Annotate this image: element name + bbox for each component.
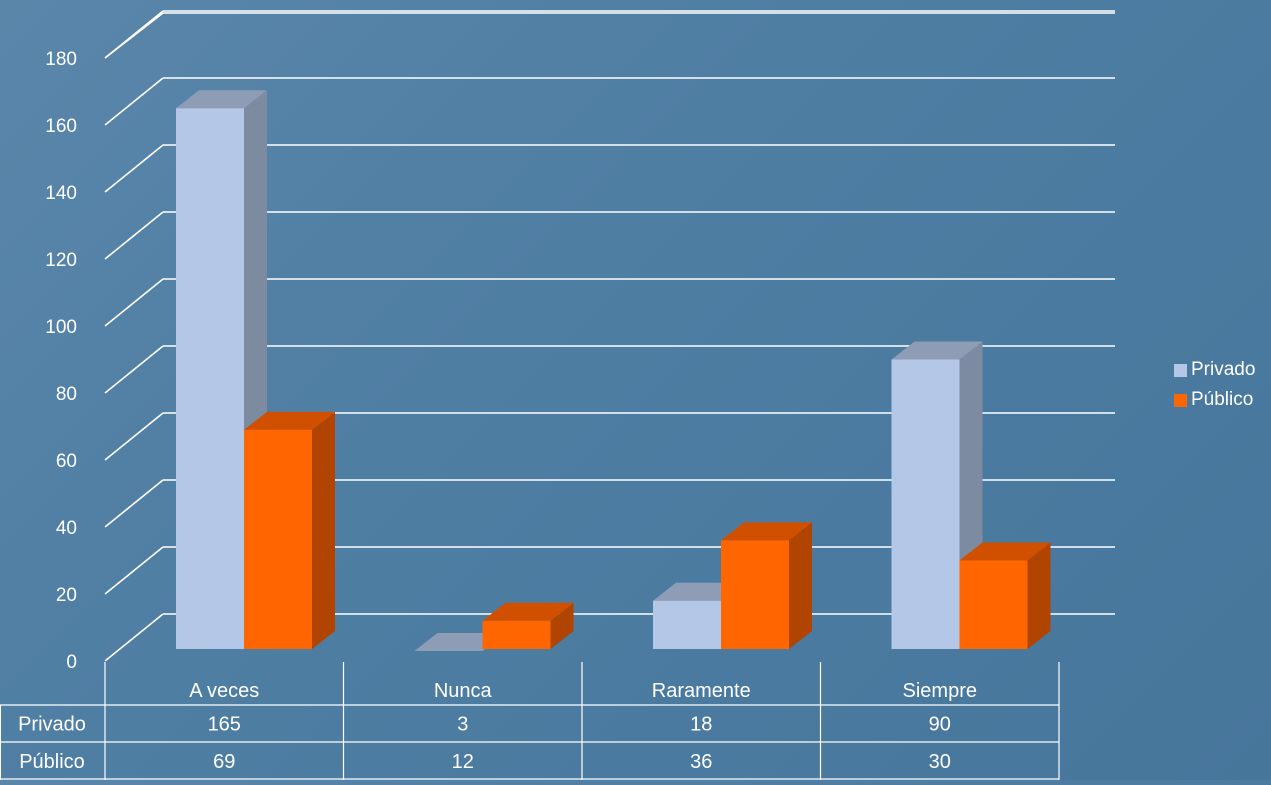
bar-privado-a-veces-top — [176, 90, 267, 109]
bar-publico-siempre-side — [1027, 542, 1051, 649]
table-cell-publico-siempre: 30 — [929, 751, 951, 773]
y-tick-label-60: 60 — [56, 451, 77, 472]
gridline-depth-60 — [104, 412, 164, 461]
bar-privado-raramente — [653, 600, 721, 649]
x-tick-label-nunca: Nunca — [434, 680, 493, 702]
x-tick-label-raramente: Raramente — [652, 680, 751, 702]
y-tick-label-100: 100 — [45, 317, 77, 338]
gridline-depth-80 — [104, 345, 164, 394]
bar-publico-siempre — [959, 560, 1028, 649]
bar-publico-a-veces-side — [312, 411, 335, 649]
gridline-depth-140 — [104, 144, 164, 193]
y-tick-label-40: 40 — [56, 518, 77, 539]
bar-privado-siempre-top — [891, 341, 983, 360]
legend-swatch-privado — [1174, 363, 1187, 377]
gridline-depth-top — [104, 12, 164, 59]
table-cell-privado-nunca: 3 — [457, 714, 468, 736]
bar-publico-nunca-top — [482, 602, 574, 621]
bar-publico-a-veces-top — [244, 411, 335, 430]
bar-publico-raramente-top — [721, 522, 812, 541]
bar-privado-siempre — [891, 359, 960, 649]
y-tick-label-0: 0 — [66, 652, 77, 673]
y-tick-label-20: 20 — [56, 585, 77, 606]
x-tick-label-siempre: Siempre — [903, 680, 977, 702]
bar-publico-raramente — [721, 540, 789, 649]
y-tick-label-180: 180 — [45, 49, 77, 70]
gridline-depth-0 — [104, 613, 164, 662]
table-cell-publico-nunca: 12 — [452, 751, 474, 773]
table-cell-privado-a-veces: 165 — [208, 714, 241, 736]
bar-publico-siempre-top — [959, 542, 1051, 561]
gridline-depth-40 — [104, 479, 164, 528]
gridline-depth-120 — [104, 211, 164, 260]
legend-label-publico: Público — [1191, 389, 1254, 410]
y-tick-label-140: 140 — [45, 183, 77, 204]
table-row-label-publico: Público — [19, 751, 85, 773]
y-tick-label-80: 80 — [56, 384, 77, 405]
bar-publico-nunca — [482, 620, 551, 649]
y-tick-label-160: 160 — [45, 116, 77, 137]
legend: Privado Público — [1174, 355, 1255, 415]
legend-swatch-publico — [1174, 393, 1187, 407]
table-cell-publico-raramente: 36 — [690, 751, 712, 773]
bar-publico-raramente-side — [789, 522, 812, 649]
legend-item-privado: Privado — [1174, 355, 1255, 385]
y-tick-label-120: 120 — [45, 250, 77, 271]
bar-publico-nunca-side — [550, 602, 574, 649]
gridline-depth-20 — [104, 546, 164, 595]
legend-item-publico: Público — [1174, 385, 1255, 415]
gridline-depth-160 — [104, 77, 164, 126]
table-cell-privado-siempre: 90 — [929, 714, 951, 736]
gridline-depth-100 — [104, 278, 164, 327]
table-cell-publico-a-veces: 69 — [213, 751, 235, 773]
table-row-label-privado: Privado — [18, 714, 86, 736]
legend-label-privado: Privado — [1191, 359, 1256, 380]
bar-privado-a-veces — [176, 108, 244, 649]
table-cell-privado-raramente: 18 — [690, 714, 712, 736]
x-tick-label-a-veces: A veces — [189, 680, 259, 702]
bar-publico-a-veces — [244, 429, 312, 649]
